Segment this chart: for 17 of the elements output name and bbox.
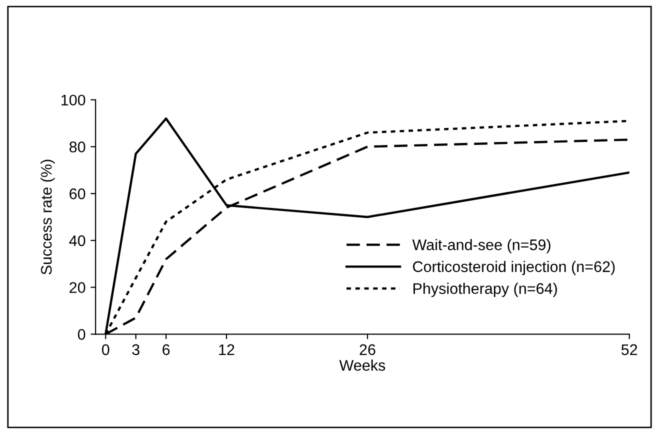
legend-label: Wait-and-see (n=59) bbox=[412, 238, 550, 254]
y-tick-label: 0 bbox=[78, 329, 86, 340]
x-tick-label: 12 bbox=[219, 344, 234, 355]
x-tick-label: 52 bbox=[621, 344, 638, 356]
x-tick-label: 3 bbox=[132, 344, 140, 356]
y-tick-label: 60 bbox=[70, 188, 86, 200]
y-tick-label: 100 bbox=[62, 94, 86, 106]
y-axis-title: Success rate (%) bbox=[40, 160, 55, 274]
legend-label: Corticosteroid injection (n=62) bbox=[413, 260, 615, 276]
y-tick-label: 20 bbox=[70, 282, 86, 293]
x-tick-label: 26 bbox=[360, 344, 376, 356]
x-axis-title: Weeks bbox=[339, 360, 386, 371]
legend-label: Physiotherapy (n=64) bbox=[413, 282, 557, 297]
x-tick-label: 6 bbox=[162, 344, 170, 356]
y-tick-label: 80 bbox=[70, 142, 86, 152]
x-tick-label: 0 bbox=[102, 344, 110, 356]
y-tick-label: 40 bbox=[69, 235, 86, 246]
